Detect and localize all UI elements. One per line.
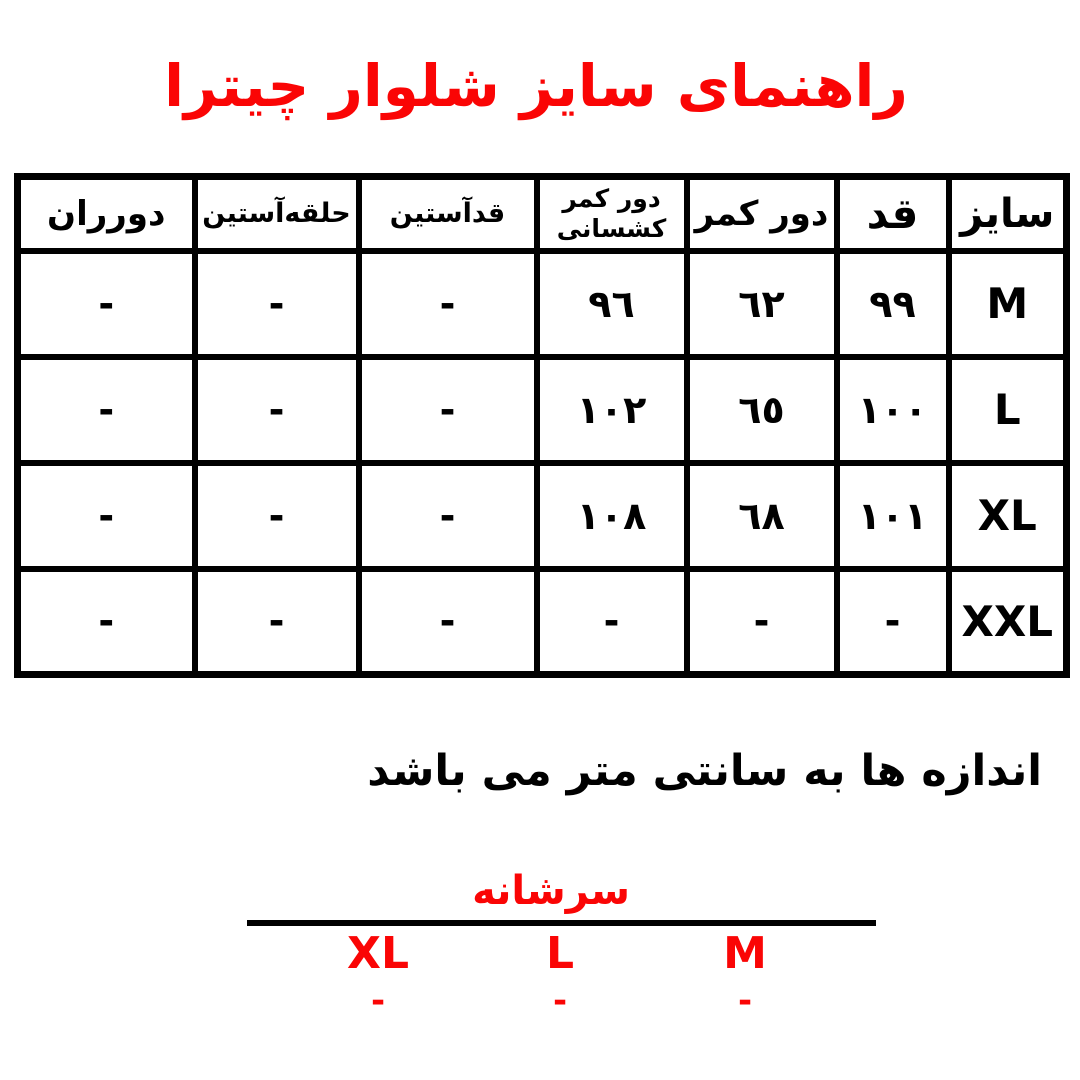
cell-sleeve-length: -	[355, 565, 540, 678]
table-row-m: M ٩٩ ٦٢ ٩٦ - - -	[14, 247, 1070, 360]
cell-sleeve-length: -	[355, 353, 540, 466]
table-row-xxl: XXL - - - - - -	[14, 565, 1070, 678]
cell-elastic-waist: -	[533, 565, 690, 678]
cell-waist: -	[683, 565, 840, 678]
cell-elastic-waist: ١٠٨	[533, 459, 690, 572]
shoulder-divider-line	[247, 920, 876, 926]
shoulder-size-item-xl: XL -	[298, 928, 458, 1021]
cell-sleeve-loop: -	[191, 247, 362, 360]
column-header-elastic-waist: دور کمر کشسانی	[533, 173, 690, 254]
cell-height: -	[833, 565, 952, 678]
table-header-row: سایز قد دور کمر دور کمر کشسانی قدآستین ح…	[14, 173, 1070, 254]
shoulder-size-label: L	[545, 928, 575, 979]
shoulder-size-item-l: L -	[480, 928, 640, 1021]
cell-thigh: -	[14, 247, 198, 360]
shoulder-section-title: سرشانه	[472, 868, 630, 914]
cell-height: ١٠١	[833, 459, 952, 572]
cell-waist: ٦٨	[683, 459, 840, 572]
cell-waist: ٦٢	[683, 247, 840, 360]
cell-elastic-waist: ٩٦	[533, 247, 690, 360]
shoulder-size-value: -	[552, 981, 568, 1021]
cell-size: XXL	[945, 565, 1070, 678]
column-header-sleeve-loop: حلقه‌آستین	[191, 173, 362, 254]
column-header-waist: دور کمر	[683, 173, 840, 254]
cell-sleeve-length: -	[355, 247, 540, 360]
cell-thigh: -	[14, 459, 198, 572]
column-header-sleeve-length: قدآستین	[355, 173, 540, 254]
cell-sleeve-length: -	[355, 459, 540, 572]
column-header-size: سایز	[945, 173, 1070, 254]
shoulder-size-value: -	[370, 981, 386, 1021]
cell-size: XL	[945, 459, 1070, 572]
size-table: سایز قد دور کمر دور کمر کشسانی قدآستین ح…	[14, 173, 1070, 678]
column-header-elastic-waist-line2: کشسانی	[556, 213, 667, 243]
cell-sleeve-loop: -	[191, 353, 362, 466]
cell-size: L	[945, 353, 1070, 466]
shoulder-size-item-m: M -	[665, 928, 825, 1021]
column-header-height: قد	[833, 173, 952, 254]
table-row-l: L ١٠٠ ٦٥ ١٠٢ - - -	[14, 353, 1070, 466]
shoulder-size-label: XL	[347, 928, 409, 979]
column-header-elastic-waist-line1: دور کمر	[562, 183, 661, 213]
cell-size: M	[945, 247, 1070, 360]
cell-sleeve-loop: -	[191, 565, 362, 678]
page-title: راهنمای سایز شلوار چیترا	[164, 52, 908, 120]
cell-elastic-waist: ١٠٢	[533, 353, 690, 466]
cell-sleeve-loop: -	[191, 459, 362, 572]
shoulder-size-value: -	[737, 981, 753, 1021]
cell-thigh: -	[14, 353, 198, 466]
cell-height: ١٠٠	[833, 353, 952, 466]
column-header-thigh: دورران	[14, 173, 198, 254]
cell-height: ٩٩	[833, 247, 952, 360]
table-row-xl: XL ١٠١ ٦٨ ١٠٨ - - -	[14, 459, 1070, 572]
cell-thigh: -	[14, 565, 198, 678]
units-note: اندازه ها به سانتی متر می باشد	[367, 746, 1042, 796]
shoulder-size-label: M	[723, 928, 767, 979]
cell-waist: ٦٥	[683, 353, 840, 466]
